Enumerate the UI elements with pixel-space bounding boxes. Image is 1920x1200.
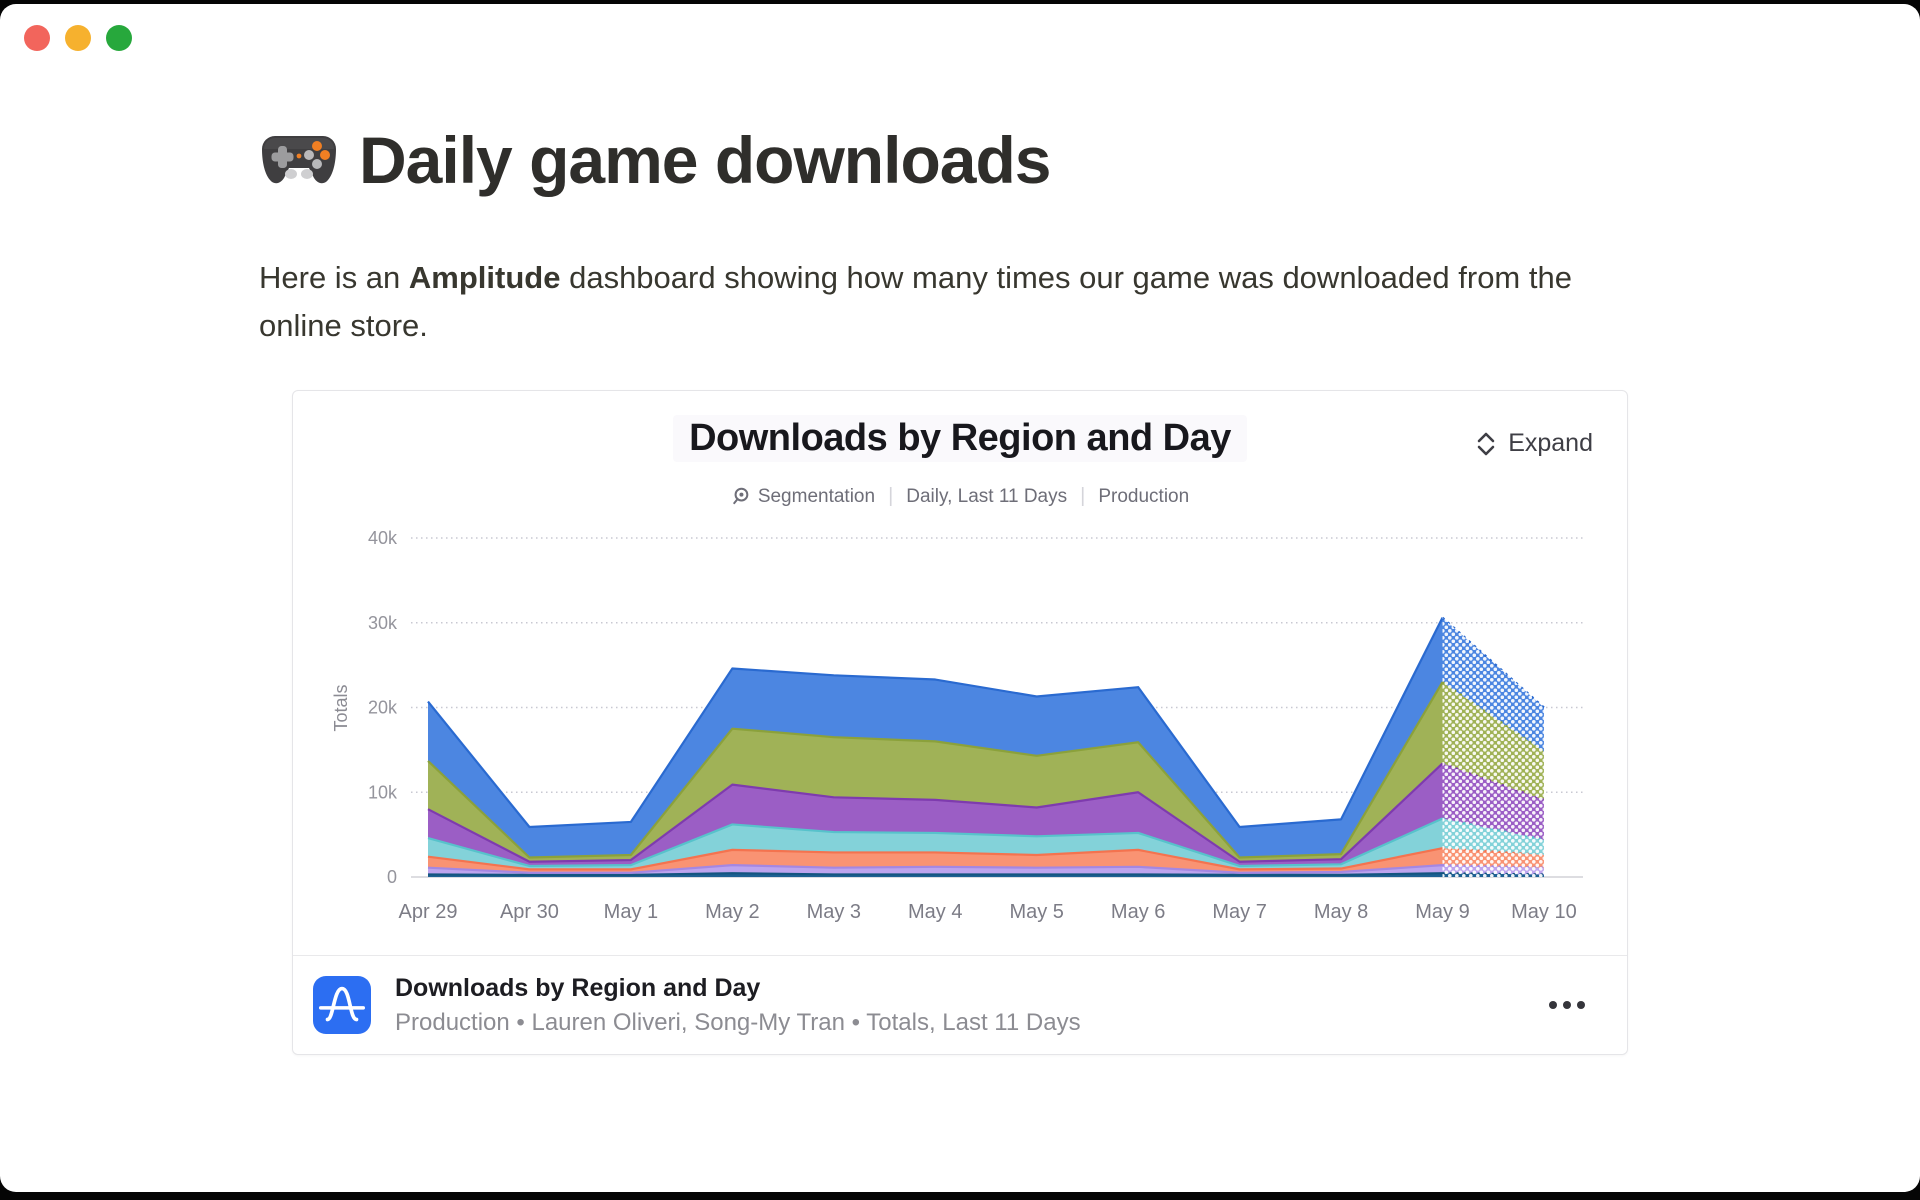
amplitude-embed-card: Downloads by Region and Day Expand Segme… (292, 390, 1628, 1055)
chart-meta-row: Segmentation | Daily, Last 11 Days | Pro… (293, 485, 1627, 508)
svg-text:May 2: May 2 (705, 901, 759, 923)
page-heading: Daily game downloads (259, 122, 1051, 198)
svg-text:May 5: May 5 (1009, 901, 1063, 923)
amplitude-logo (313, 976, 371, 1034)
more-options-button[interactable] (1547, 991, 1587, 1019)
intro-line-1: Here is an Amplitude dashboard showing h… (259, 260, 1572, 295)
svg-text:10k: 10k (368, 782, 398, 802)
svg-text:Apr 29: Apr 29 (399, 901, 458, 923)
expand-label: Expand (1508, 429, 1593, 457)
footer-text: Downloads by Region and Day Production •… (395, 974, 1081, 1037)
intro-paragraph: Here is an Amplitude dashboard showing h… (259, 254, 1572, 350)
meta-separator: | (1080, 485, 1086, 507)
svg-text:40k: 40k (368, 528, 398, 548)
svg-text:May 6: May 6 (1111, 901, 1165, 923)
svg-text:0: 0 (387, 867, 397, 887)
meta-separator: | (888, 485, 894, 507)
svg-text:May 7: May 7 (1212, 901, 1266, 923)
svg-text:20k: 20k (368, 698, 398, 718)
page-title: Daily game downloads (359, 123, 1051, 197)
expand-button[interactable]: Expand (1475, 429, 1593, 458)
zoom-window-button[interactable] (106, 25, 132, 51)
amplitude-a-wave-icon (318, 986, 366, 1022)
close-window-button[interactable] (24, 25, 50, 51)
card-footer: Downloads by Region and Day Production •… (293, 955, 1627, 1054)
footer-chart-title: Downloads by Region and Day (395, 973, 761, 1002)
meta-chart-type: Segmentation (731, 486, 875, 508)
window-controls (24, 25, 132, 51)
svg-text:May 8: May 8 (1314, 901, 1368, 923)
svg-text:May 4: May 4 (908, 901, 962, 923)
svg-text:Totals: Totals (331, 684, 351, 731)
expand-chevrons-icon (1477, 432, 1495, 455)
footer-chart-subtitle: Production • Lauren Oliveri, Song-My Tra… (395, 1008, 1081, 1036)
svg-text:Apr 30: Apr 30 (500, 901, 559, 923)
svg-text:May 3: May 3 (807, 901, 861, 923)
gamepad-emoji-icon (262, 136, 336, 184)
minimize-window-button[interactable] (65, 25, 91, 51)
downloads-stacked-area-chart[interactable]: 0 10k 20k 30k 40k Totals Apr 29 Apr 30 May 1 May … (293, 391, 1627, 957)
chart-title: Downloads by Region and Day (293, 415, 1627, 462)
intro-line-2: online store. (259, 308, 428, 343)
svg-text:May 1: May 1 (604, 901, 658, 923)
svg-text:May 9: May 9 (1415, 901, 1469, 923)
app-window: Daily game downloads Here is an Amplitud… (0, 4, 1920, 1192)
segmentation-icon (733, 487, 749, 505)
meta-date-range: Daily, Last 11 Days (906, 485, 1068, 507)
svg-text:30k: 30k (368, 613, 398, 633)
svg-text:May 10: May 10 (1511, 901, 1577, 923)
meta-environment: Production (1098, 485, 1190, 507)
